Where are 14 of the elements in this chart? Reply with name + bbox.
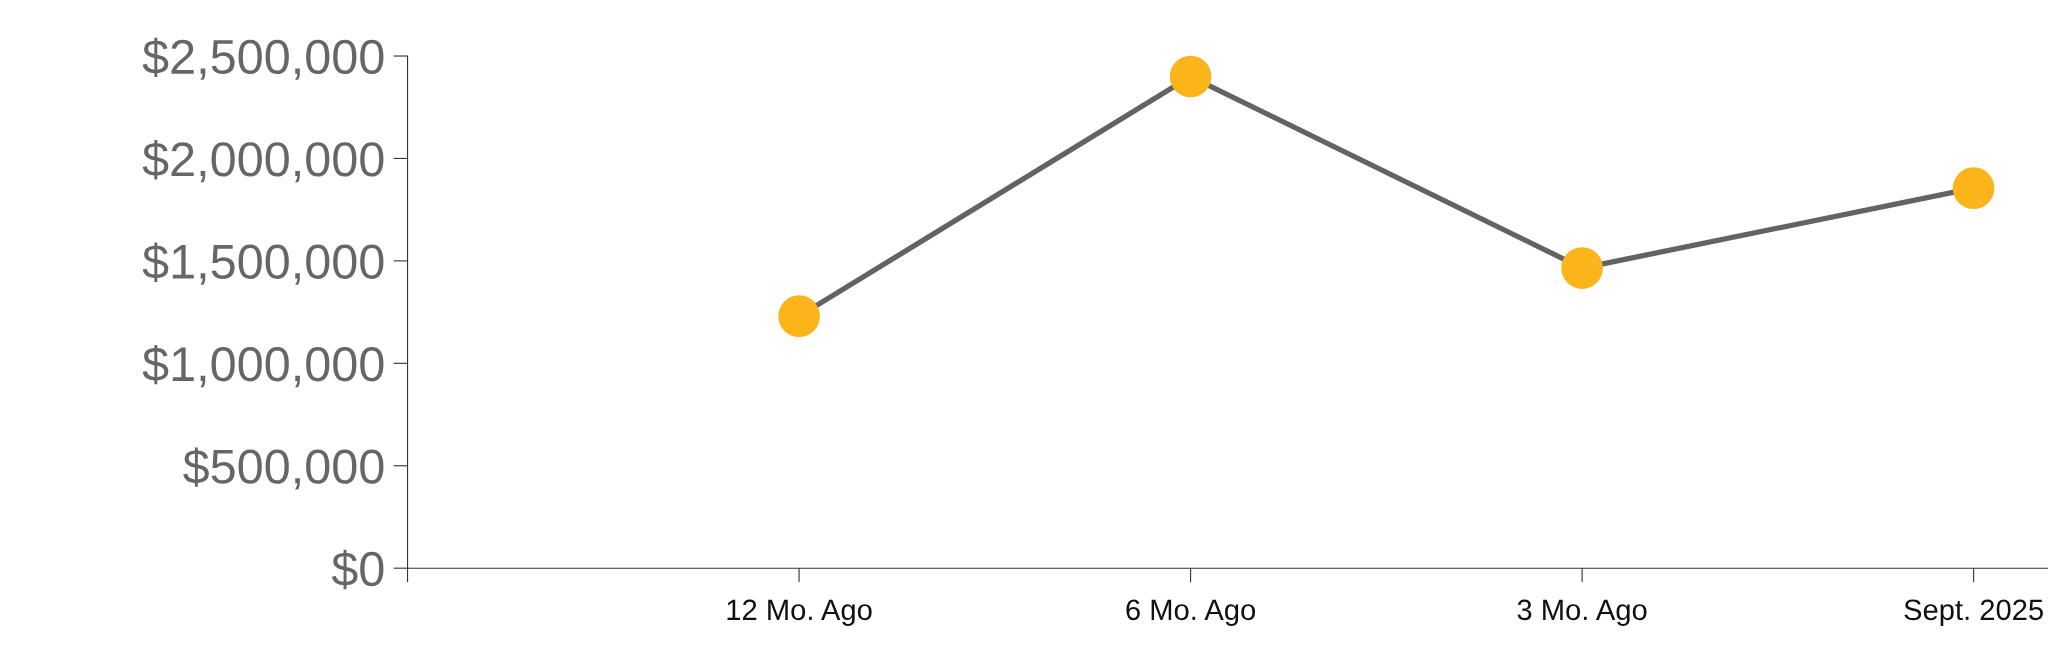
y-tick-label: $500,000 bbox=[183, 447, 384, 490]
y-tick-label: $1,000,000 bbox=[142, 344, 384, 388]
x-tick-label: 12 Mo. Ago bbox=[727, 599, 872, 626]
y-tick-label: $2,000,000 bbox=[142, 140, 384, 183]
point bbox=[778, 295, 820, 338]
y-tick-label: $0 bbox=[331, 549, 384, 590]
point bbox=[1952, 167, 1995, 209]
point bbox=[1169, 55, 1212, 98]
x-tick-label: 6 Mo. Ago bbox=[1126, 599, 1256, 626]
y-tick-label: $1,500,000 bbox=[142, 242, 384, 285]
x-tick-label: 3 Mo. Ago bbox=[1517, 599, 1647, 626]
y-tick-label: $2,500,000 bbox=[142, 37, 384, 80]
point bbox=[1561, 247, 1603, 289]
x-tick-label: Sept. 2025 bbox=[1904, 599, 2043, 626]
